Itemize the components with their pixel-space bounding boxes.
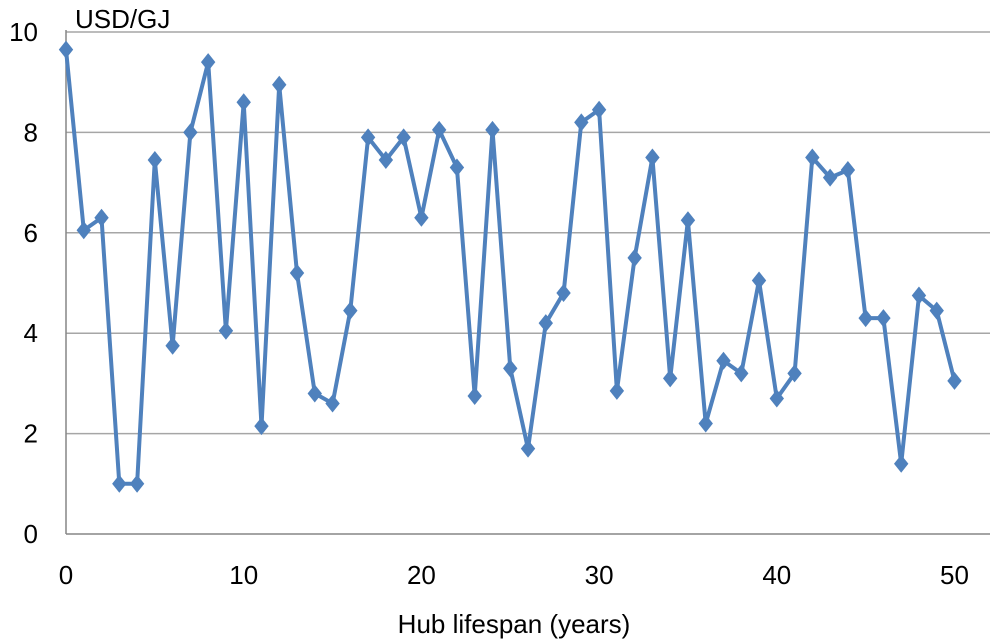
- data-point-marker: [627, 248, 642, 267]
- gridlines: [66, 31, 990, 435]
- y-tick-label: 2: [24, 419, 38, 449]
- data-point-marker: [147, 151, 163, 170]
- x-tick-label: 40: [762, 560, 791, 590]
- y-tick-label: 0: [24, 519, 38, 549]
- data-point-marker: [698, 414, 713, 433]
- data-point-marker: [769, 389, 784, 408]
- x-tick-label: 30: [585, 560, 614, 590]
- data-point-marker: [805, 148, 820, 167]
- data-point-marker: [378, 151, 394, 170]
- data-point-marker: [947, 371, 962, 390]
- data-point-marker: [467, 386, 482, 405]
- data-point-marker: [591, 100, 607, 119]
- data-point-marker: [929, 301, 944, 320]
- data-point-marker: [680, 211, 696, 230]
- y-tick-label: 4: [24, 318, 38, 348]
- data-point-marker: [485, 120, 500, 139]
- axes: [65, 30, 990, 535]
- data-point-marker: [129, 474, 145, 493]
- data-point-marker: [396, 128, 411, 147]
- data-point-marker: [272, 75, 287, 94]
- data-point-marker: [520, 439, 536, 458]
- data-point-marker: [716, 351, 731, 370]
- data-point-marker: [360, 128, 376, 147]
- x-tick-label: 20: [407, 560, 436, 590]
- data-point-marker: [822, 168, 838, 187]
- x-tick-label: 10: [229, 560, 258, 590]
- y-axis-title: USD/GJ: [75, 4, 170, 34]
- data-point-marker: [787, 364, 802, 383]
- x-axis-title: Hub lifespan (years): [398, 609, 631, 639]
- data-point-marker: [236, 93, 251, 112]
- data-point-marker: [254, 417, 269, 436]
- data-point-marker: [414, 208, 429, 227]
- data-point-marker: [734, 364, 749, 383]
- series-line: [64, 49, 957, 486]
- y-tick-label: 10: [9, 17, 38, 47]
- data-point-marker: [503, 359, 518, 378]
- x-tick-labels: 0 10 20 30 40 50: [59, 560, 969, 590]
- x-tick-label: 0: [59, 560, 73, 590]
- data-point-marker: [343, 301, 358, 320]
- data-point-marker: [858, 309, 873, 328]
- data-point-marker: [645, 148, 660, 167]
- data-point-marker: [325, 394, 340, 413]
- data-point-marker: [449, 158, 465, 177]
- data-point-marker: [183, 123, 198, 142]
- data-point-marker: [76, 221, 91, 240]
- data-point-marker: [609, 381, 625, 400]
- y-tick-label: 6: [24, 218, 38, 248]
- series-group: [58, 40, 962, 493]
- data-point-marker: [94, 208, 109, 227]
- y-tick-labels: 0 2 4 6 8 10: [9, 17, 38, 549]
- data-point-marker: [538, 314, 553, 333]
- x-tick-label: 50: [940, 560, 969, 590]
- data-point-marker: [574, 113, 589, 132]
- data-point-marker: [556, 284, 571, 303]
- data-point-marker: [911, 286, 927, 305]
- data-point-marker: [218, 321, 234, 340]
- y-tick-label: 8: [24, 117, 38, 147]
- data-point-marker: [840, 161, 856, 180]
- data-point-marker: [876, 309, 891, 328]
- data-point-marker: [200, 53, 216, 72]
- data-point-marker: [893, 454, 909, 473]
- data-point-marker: [307, 384, 322, 403]
- data-point-marker: [58, 40, 74, 59]
- data-point-marker: [165, 336, 180, 355]
- data-point-marker: [289, 263, 305, 282]
- data-point-marker: [751, 271, 767, 290]
- data-point-marker: [431, 120, 447, 139]
- data-point-marker: [112, 474, 127, 493]
- data-point-marker: [662, 369, 678, 388]
